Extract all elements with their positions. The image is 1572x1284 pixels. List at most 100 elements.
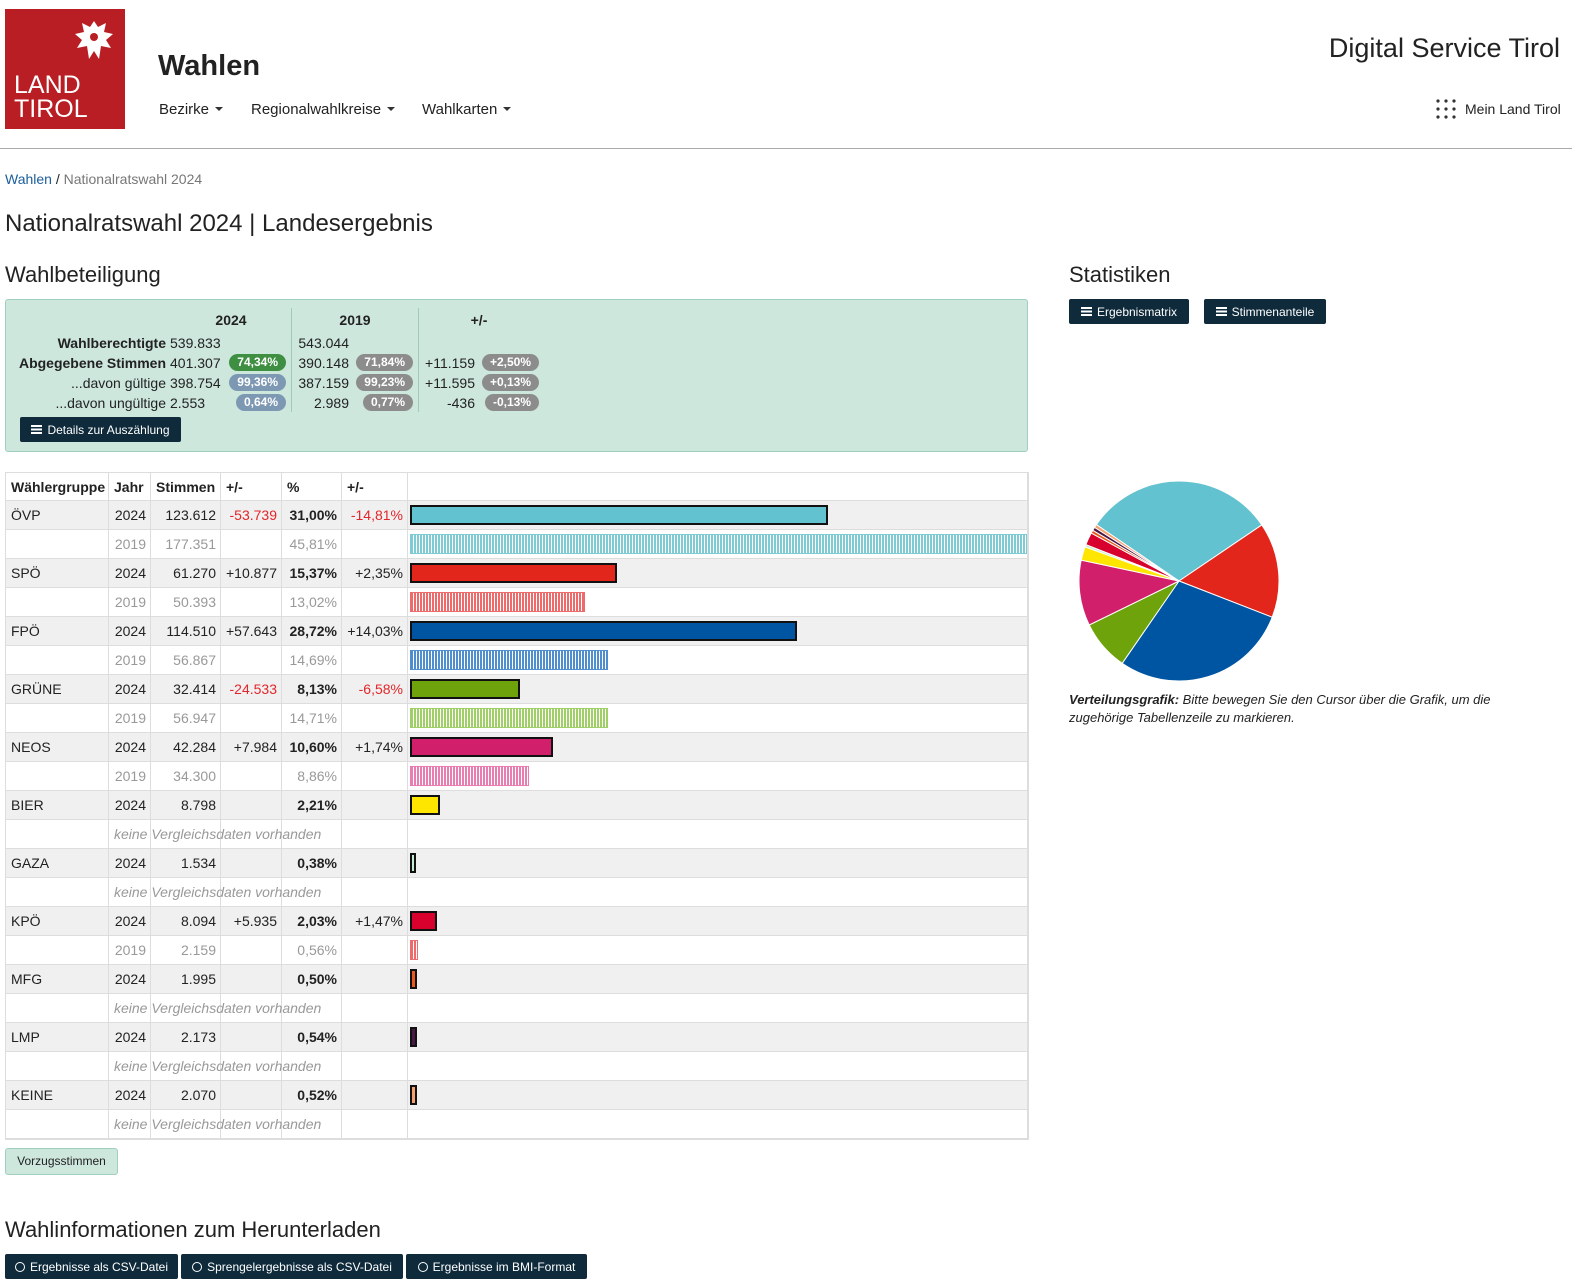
table-cell	[151, 936, 221, 965]
table-cell	[221, 1081, 282, 1110]
table-cell	[151, 762, 221, 791]
row-label: Wahlberechtigte	[57, 335, 166, 351]
table-cell	[221, 1052, 282, 1081]
table-cell	[109, 994, 151, 1023]
table-cell	[221, 1023, 282, 1052]
cell-text: 32.414	[173, 681, 216, 697]
badge: +2,50%	[481, 354, 539, 371]
column-header: %	[282, 473, 342, 501]
cell-text: 2019	[114, 652, 146, 668]
cell-text: 14,69%	[289, 652, 337, 668]
table-cell	[6, 762, 109, 791]
cell-text: MFG	[11, 971, 43, 987]
cell-text: 8,13%	[297, 681, 337, 697]
table-cell	[6, 936, 109, 965]
table-cell	[151, 501, 221, 530]
stats-button[interactable]: Ergebnismatrix	[1069, 299, 1189, 324]
badge: 71,84%	[356, 354, 413, 371]
table-cell	[342, 1110, 408, 1139]
nav-item[interactable]: Wahlkarten	[422, 101, 511, 118]
table-cell	[6, 965, 109, 994]
table-cell	[109, 762, 151, 791]
cell-text: 2.159	[180, 942, 216, 958]
table-cell	[221, 559, 282, 588]
pie-slice[interactable]	[1177, 524, 1280, 618]
pie-chart[interactable]	[1069, 470, 1291, 692]
stats-button[interactable]: Stimmenanteile	[1204, 299, 1326, 324]
cell-text: 0,54%	[297, 1029, 337, 1045]
logo[interactable]: LAND TIROL	[5, 9, 125, 129]
page-title: Nationalratswahl 2024 | Landesergebnis	[5, 210, 433, 237]
value-2024: 539.833	[170, 335, 221, 351]
table-cell	[151, 1023, 221, 1052]
cell-text: 50.393	[173, 594, 216, 610]
cell-text: GAZA	[11, 855, 50, 871]
bar-2024	[410, 737, 553, 757]
column-header: +/-	[342, 473, 408, 501]
table-cell	[342, 1023, 408, 1052]
cell-text: 2019	[114, 536, 146, 552]
table-cell	[282, 820, 342, 849]
column-divider	[418, 308, 419, 412]
table-cell	[151, 994, 221, 1023]
table-cell	[282, 704, 342, 733]
cell-text: -24.533	[229, 681, 277, 697]
bar-2024	[410, 563, 618, 583]
table-cell	[6, 1023, 109, 1052]
table-cell	[342, 588, 408, 617]
table-cell	[342, 878, 408, 907]
section-title: Wahlbeteiligung	[5, 262, 161, 287]
table-cell	[282, 762, 342, 791]
table-cell	[6, 820, 109, 849]
table-cell	[109, 617, 151, 646]
table-cell	[109, 501, 151, 530]
vorzug-button[interactable]: Vorzugsstimmen	[5, 1148, 118, 1175]
nav-item[interactable]: Bezirke	[159, 101, 223, 118]
table-cell	[6, 588, 109, 617]
value-2024: 2.553	[170, 395, 206, 411]
bar-2024	[410, 853, 416, 873]
button-label: Sprengelergebnisse als CSV-Datei	[207, 1259, 392, 1274]
table-cell	[109, 559, 151, 588]
bar-2019	[410, 650, 608, 670]
table-cell	[6, 849, 109, 878]
cell-text: 45,81%	[289, 536, 337, 552]
bar-2024	[410, 911, 438, 931]
bar-2024	[410, 1027, 418, 1047]
cell-text: -14,81%	[350, 507, 403, 523]
badge: +0,13%	[481, 374, 539, 391]
table-cell	[109, 646, 151, 675]
pie-slice[interactable]	[1093, 523, 1180, 582]
value-2019: 390.148	[298, 355, 349, 371]
account-link[interactable]: Mein Land Tirol	[1465, 101, 1561, 117]
table-cell	[282, 1023, 342, 1052]
details-button[interactable]: Details zur Auszählung	[20, 417, 181, 442]
table-cell	[109, 1023, 151, 1052]
table-cell	[151, 878, 221, 907]
bar-2024	[410, 621, 797, 641]
table-cell	[151, 1081, 221, 1110]
table-cell	[408, 849, 1028, 878]
pie-slice[interactable]	[1095, 480, 1263, 582]
table-cell	[151, 965, 221, 994]
cell-text: 2019	[114, 594, 146, 610]
nav-item[interactable]: Regionalwahlkreise	[251, 101, 395, 118]
download-button[interactable]: Ergebnisse als CSV-Datei	[5, 1254, 178, 1279]
table-cell	[342, 646, 408, 675]
table-cell	[221, 501, 282, 530]
breadcrumb-link[interactable]: Wahlen	[5, 171, 52, 187]
table-cell	[6, 559, 109, 588]
apps-icon[interactable]	[1436, 99, 1456, 119]
table-cell	[151, 791, 221, 820]
table-cell	[282, 559, 342, 588]
table-cell	[109, 878, 151, 907]
bar-2019	[410, 592, 586, 612]
cell-text: 0,56%	[297, 942, 337, 958]
download-button[interactable]: Ergebnisse im BMI-Format	[406, 1254, 587, 1279]
pie-slice[interactable]	[1121, 580, 1273, 682]
table-cell	[342, 530, 408, 559]
download-button[interactable]: Sprengelergebnisse als CSV-Datei	[181, 1254, 403, 1279]
table-cell	[221, 907, 282, 936]
cell-text: +1,74%	[355, 739, 403, 755]
bar-2024	[410, 1085, 417, 1105]
